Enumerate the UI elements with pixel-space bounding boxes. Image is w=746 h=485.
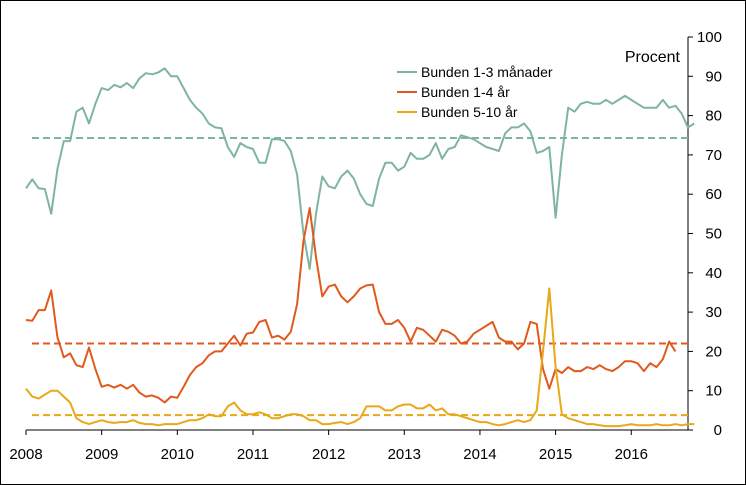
y-tick-label: 90 [705, 68, 722, 85]
legend-label: Bunden 5-10 år [421, 104, 518, 120]
y-tick-label: 80 [705, 108, 722, 125]
x-tick-label: 2013 [388, 446, 421, 463]
y-tick-label: 40 [705, 265, 722, 282]
legend: Bunden 1-3 månader Bunden 1-4 år Bunden 5-… [397, 64, 553, 120]
series-points-3 [25, 288, 695, 427]
y-tick-label: 10 [705, 383, 722, 400]
y-tick-label: 60 [705, 186, 722, 203]
x-tick-label: 2010 [161, 446, 194, 463]
series-line-3 [25, 287, 695, 428]
x-tick-label: 2016 [615, 446, 648, 463]
series-points-2 [25, 207, 676, 403]
x-tick-label: 2009 [85, 446, 118, 463]
plot-area: 2008 2009 2010 2011 2012 2013 2014 2015 2016 010… [9, 29, 722, 463]
x-tick-label: 2015 [539, 446, 572, 463]
y-axis-label: Procent [625, 49, 681, 66]
x-tick-label: 2012 [312, 446, 345, 463]
x-tick-label: 2011 [237, 446, 269, 463]
y-tick-label: 70 [705, 147, 722, 164]
series-line-2 [25, 207, 677, 404]
x-axis-ticks: 2008 2009 2010 2011 2012 2013 2014 2015 2016 [9, 430, 648, 463]
y-tick-label: 100 [697, 29, 722, 46]
x-tick-label: 2008 [9, 446, 42, 463]
y-axis-ticks: 0 10 20 30 40 50 60 70 80 90 100 [688, 29, 722, 439]
y-tick-label: 0 [714, 422, 722, 439]
series-lines [25, 67, 695, 428]
x-tick-label: 2014 [463, 446, 496, 463]
legend-label: Bunden 1-4 år [421, 84, 510, 100]
mean-lines [32, 137, 688, 417]
y-tick-label: 50 [705, 226, 722, 243]
y-tick-label: 20 [705, 343, 722, 360]
legend-label: Bunden 1-3 månader [421, 64, 553, 80]
series-points-1 [25, 68, 695, 269]
y-tick-label: 30 [705, 304, 722, 321]
series-line-1 [25, 67, 695, 270]
